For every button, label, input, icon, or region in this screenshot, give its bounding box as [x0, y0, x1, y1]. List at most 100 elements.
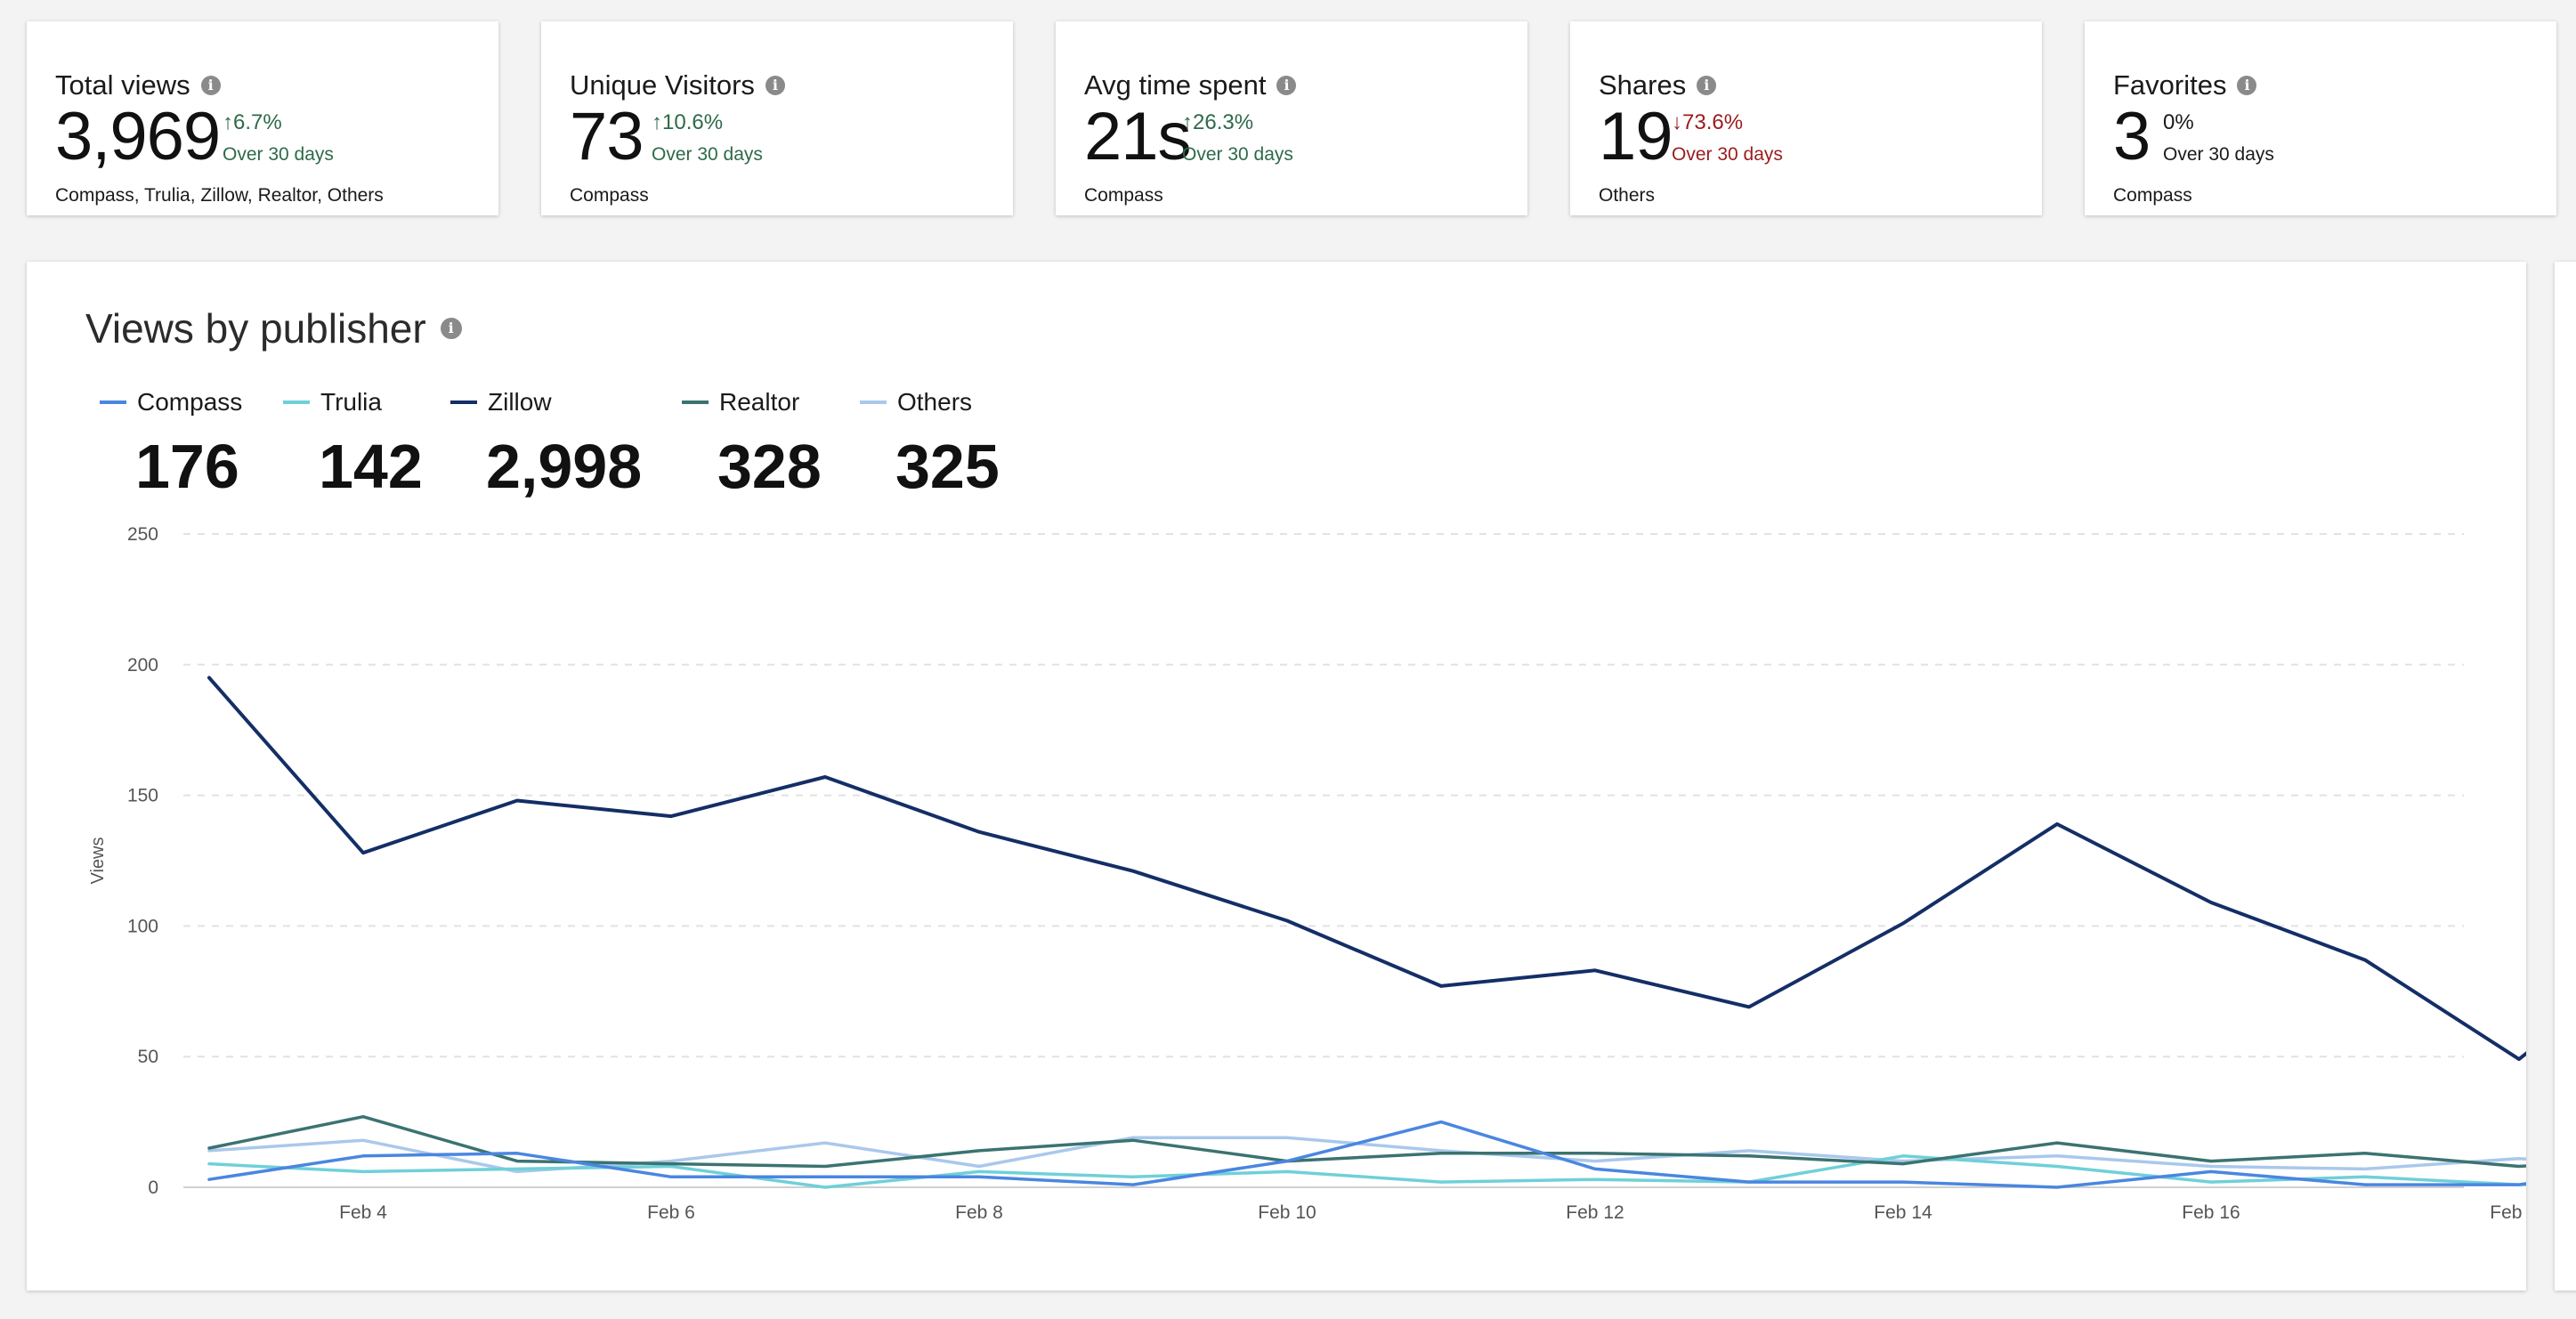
stat-sources: Compass, Trulia, Zillow, Realtor, Others [55, 185, 384, 206]
series-line-compass[interactable] [207, 1117, 2526, 1189]
stat-card-total-views: Total views i 3,969 ↑6.7% Over 30 days C… [27, 21, 498, 215]
info-icon[interactable]: i [2237, 76, 2257, 95]
legend-item-realtor[interactable]: Realtor 328 [682, 388, 822, 501]
stat-period: Over 30 days [223, 144, 334, 165]
stat-value: 19 [1599, 99, 1673, 174]
x-tick-label: Feb 16 [2182, 1202, 2240, 1223]
legend-swatch [100, 401, 126, 404]
legend-label: Trulia [283, 388, 382, 417]
x-tick-label: Feb 18 [2490, 1202, 2526, 1223]
stat-change-value: 26.3% [1193, 110, 1254, 134]
line-chart: 0 50 100 150 200 250 Views Feb 4 Feb 6 Feb 8 Feb 1… [88, 524, 2526, 1223]
legend-swatch [860, 401, 887, 404]
stat-title-text: Unique Visitors [570, 69, 755, 101]
legend-label: Realtor [682, 388, 799, 417]
legend-name: Compass [137, 388, 243, 416]
legend-total: 325 [895, 432, 1000, 501]
stat-change: ↓73.6% [1672, 110, 1743, 135]
arrow-up-icon: ↑ [223, 110, 233, 134]
info-icon[interactable]: i [765, 76, 785, 95]
legend-item-others[interactable]: Others 325 [860, 388, 1000, 501]
stat-change-value: 6.7% [233, 110, 282, 134]
info-icon[interactable]: i [1276, 76, 1297, 95]
legend-label: Compass [100, 388, 242, 417]
stat-card-shares: Shares i 19 ↓73.6% Over 30 days Others [1570, 21, 2042, 215]
legend-name: Others [897, 388, 973, 416]
y-tick-label: 50 [138, 1047, 158, 1067]
grid-lines [183, 533, 2464, 1188]
legend-total: 176 [135, 432, 239, 501]
stat-change: ↑26.3% [1182, 110, 1253, 135]
stat-period: Over 30 days [652, 144, 763, 165]
stat-change-value: 0% [2163, 110, 2194, 134]
series-lines [207, 676, 2526, 1189]
stat-title-text: Shares [1599, 69, 1687, 101]
axis-labels: 0 50 100 150 200 250 Views Feb 4 Feb 6 Feb 8 Feb 1… [88, 524, 2526, 1223]
y-tick-label: 150 [127, 786, 158, 806]
views-by-publisher-panel: Views by publisher i Compass 176 Trulia … [27, 262, 2526, 1291]
stat-value: 73 [570, 99, 644, 174]
stat-change: 0% [2163, 110, 2194, 135]
stat-sources: Compass [1084, 185, 1163, 206]
legend-item-zillow[interactable]: Zillow 2,998 [450, 388, 642, 501]
info-icon[interactable]: i [200, 76, 221, 95]
series-line-others[interactable] [207, 1136, 2526, 1174]
x-tick-label: Feb 14 [1874, 1202, 1932, 1223]
arrow-up-icon: ↑ [652, 110, 662, 134]
legend-label: Zillow [450, 388, 552, 417]
series-line-realtor[interactable] [207, 1114, 2526, 1180]
stat-change: ↑6.7% [223, 110, 282, 135]
legend-total: 142 [319, 432, 423, 501]
stat-card-unique-visitors: Unique Visitors i 73 ↑10.6% Over 30 days… [541, 21, 1013, 215]
stat-value: 3 [2113, 99, 2151, 174]
y-tick-label: 0 [148, 1177, 158, 1198]
legend-label: Others [860, 388, 972, 417]
stat-change: ↑10.6% [652, 110, 723, 135]
stat-period: Over 30 days [1182, 144, 1293, 165]
info-icon[interactable]: i [440, 318, 462, 339]
legend-name: Trulia [320, 388, 382, 416]
arrow-up-icon: ↑ [1182, 110, 1193, 134]
stat-title: Favorites i [2113, 69, 2257, 101]
stat-period: Over 30 days [2163, 144, 2274, 165]
stat-title: Unique Visitors i [570, 69, 785, 101]
y-tick-label: 100 [127, 916, 158, 936]
info-icon[interactable]: i [1697, 76, 1717, 95]
stat-title-text: Total views [55, 69, 190, 101]
legend-total: 2,998 [486, 432, 643, 501]
adjacent-panel-edge [2555, 262, 2576, 1291]
x-tick-label: Feb 10 [1258, 1202, 1316, 1223]
legend-name: Zillow [488, 388, 552, 416]
legend-item-trulia[interactable]: Trulia 142 [283, 388, 423, 501]
legend-swatch [283, 401, 310, 404]
y-axis-label: Views [88, 838, 108, 885]
stat-card-favorites: Favorites i 3 0% Over 30 days Compass [2085, 21, 2556, 215]
legend-name: Realtor [719, 388, 800, 416]
y-tick-label: 200 [127, 655, 158, 676]
x-tick-label: Feb 8 [955, 1202, 1003, 1223]
legend-total: 328 [717, 432, 822, 501]
chart-title: Views by publisher i [85, 304, 462, 352]
arrow-down-icon: ↓ [1672, 110, 1682, 134]
legend-swatch [682, 401, 709, 404]
stat-period: Over 30 days [1672, 144, 1783, 165]
stat-sources: Compass [570, 185, 649, 206]
series-line-zillow[interactable] [207, 676, 2526, 1062]
y-tick-label: 250 [127, 524, 158, 545]
stat-title: Avg time spent i [1084, 69, 1297, 101]
stat-title: Total views i [55, 69, 221, 101]
x-tick-label: Feb 6 [647, 1202, 695, 1223]
stat-title-text: Avg time spent [1084, 69, 1267, 101]
stat-sources: Compass [2113, 185, 2192, 206]
stat-change-value: 73.6% [1682, 110, 1744, 134]
stat-title: Shares i [1599, 69, 1717, 101]
stat-title-text: Favorites [2113, 69, 2227, 101]
stat-value: 3,969 [55, 99, 221, 174]
x-tick-label: Feb 4 [339, 1202, 387, 1223]
stat-value: 21s [1084, 99, 1192, 174]
x-tick-label: Feb 12 [1566, 1202, 1624, 1223]
stat-sources: Others [1599, 185, 1656, 206]
stat-card-avg-time-spent: Avg time spent i 21s ↑26.3% Over 30 days… [1056, 21, 1527, 215]
legend-swatch [450, 401, 477, 404]
legend-item-compass[interactable]: Compass 176 [100, 388, 242, 501]
